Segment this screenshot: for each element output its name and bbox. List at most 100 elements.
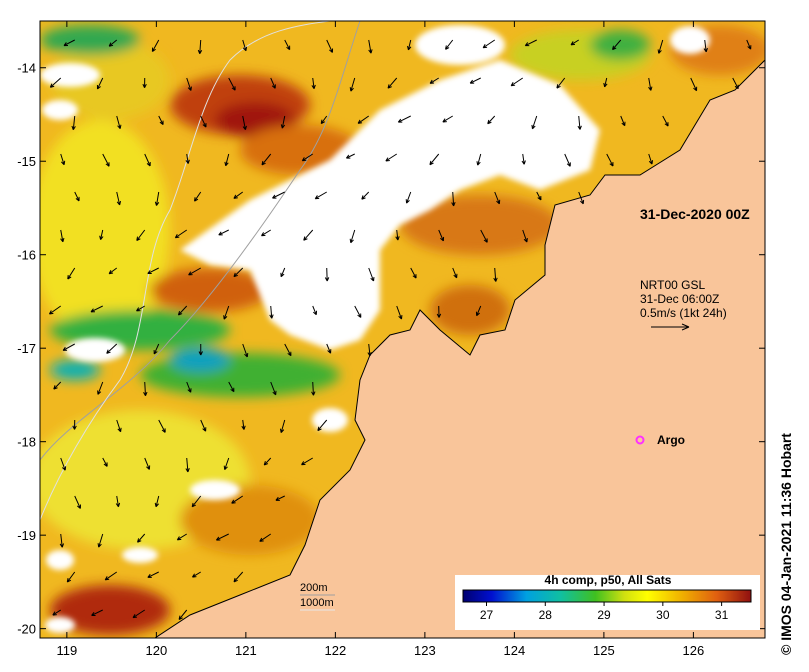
- current-arrow: [74, 495, 81, 509]
- current-arrow: [746, 39, 752, 50]
- current-arrow: [62, 343, 75, 351]
- current-arrow: [531, 115, 538, 130]
- current-arrow: [270, 77, 276, 89]
- current-title: NRT00 GSL: [640, 278, 705, 292]
- current-arrow: [349, 77, 356, 92]
- current-arrow: [311, 77, 316, 90]
- current-arrow: [397, 115, 411, 123]
- current-arrow: [303, 229, 314, 241]
- land-mass: [154, 21, 765, 638]
- current-arrow: [71, 115, 76, 131]
- current-scale: 0.5m/s (1kt 24h): [640, 306, 727, 320]
- current-arrow: [620, 115, 626, 127]
- current-arrow: [231, 495, 244, 504]
- current-arrow: [115, 495, 121, 508]
- current-arrow: [233, 571, 244, 583]
- current-arrow: [137, 533, 146, 543]
- current-arrow: [436, 305, 442, 318]
- current-arrow: [368, 39, 373, 54]
- current-arrow: [59, 533, 65, 548]
- current-arrow: [233, 267, 244, 278]
- current-arrow: [603, 77, 608, 88]
- colorbar: [462, 589, 752, 603]
- current-arrow: [280, 115, 286, 129]
- current-arrow: [487, 115, 496, 125]
- current-arrow: [407, 39, 412, 51]
- current-arrow: [132, 609, 146, 619]
- colorbar-tick-label: 29: [597, 608, 611, 622]
- current-arrow: [144, 457, 151, 470]
- current-arrow: [154, 191, 160, 206]
- current-arrow: [494, 191, 501, 205]
- argo-label: Argo: [657, 433, 685, 447]
- current-arrow: [242, 39, 248, 52]
- current-arrow: [361, 191, 370, 200]
- lon-tick-label: 120: [146, 643, 168, 658]
- current-arrow: [570, 39, 580, 46]
- current-arrow: [147, 571, 159, 578]
- current-arrow: [116, 115, 122, 130]
- current-arrow: [524, 39, 537, 47]
- current-arrow: [445, 39, 454, 50]
- current-arrow: [108, 267, 118, 275]
- contour-200m-line: [40, 21, 361, 461]
- lon-tick-label: 124: [504, 643, 526, 658]
- current-arrow: [469, 77, 481, 84]
- credit-label: © IMOS 04-Jan-2021 11:36 Hobart: [778, 433, 794, 655]
- current-arrow: [104, 571, 118, 581]
- current-vectors: [48, 39, 752, 620]
- current-arrow: [99, 229, 104, 240]
- current-arrow: [662, 115, 669, 127]
- current-arrow: [263, 457, 272, 466]
- current-arrow: [690, 77, 698, 92]
- current-arrow: [67, 267, 76, 280]
- lat-tick-label: -14: [17, 61, 36, 76]
- current-arrow: [480, 229, 488, 243]
- colorbar-tick-label: 28: [539, 608, 553, 622]
- current-arrow: [279, 419, 286, 433]
- current-arrow: [185, 457, 190, 473]
- current-arrow: [228, 381, 235, 393]
- lon-tick-label: 122: [325, 643, 347, 658]
- lat-tick-label: -19: [17, 528, 36, 543]
- current-arrow: [143, 381, 148, 396]
- current-arrow: [136, 305, 145, 312]
- current-arrow: [241, 419, 246, 430]
- lon-tick-label: 121: [235, 643, 257, 658]
- latitude-axis: -14 -15 -16 -17 -18 -19 -20: [17, 61, 765, 637]
- current-arrow: [116, 191, 122, 206]
- current-arrow: [493, 267, 498, 282]
- current-arrow: [174, 229, 188, 239]
- current-arrow: [53, 381, 62, 390]
- current-arrow: [314, 191, 327, 200]
- argo-float-marker: [635, 435, 645, 445]
- current-arrow: [648, 77, 653, 91]
- current-arrow: [198, 343, 203, 356]
- current-arrow: [63, 39, 75, 47]
- current-arrow: [405, 191, 412, 204]
- current-arrow: [261, 229, 271, 237]
- current-arrow: [192, 571, 201, 578]
- current-arrow: [312, 305, 318, 316]
- current-arrow: [48, 305, 62, 315]
- current-arrow: [106, 343, 118, 354]
- current-arrow: [186, 77, 192, 91]
- current-arrow: [158, 115, 164, 126]
- current-arrow: [142, 77, 147, 88]
- map-frame: [39, 20, 766, 639]
- current-arrow: [269, 305, 274, 319]
- current-arrow: [74, 191, 80, 202]
- current-arrow: [326, 343, 332, 354]
- current-arrow: [301, 457, 313, 466]
- cloud-mask: [40, 25, 710, 633]
- contour-1000m-line: [40, 21, 331, 521]
- current-arrow: [345, 153, 355, 159]
- current-arrow: [72, 419, 77, 430]
- current-arrow: [197, 39, 203, 55]
- current-arrow: [223, 457, 230, 470]
- current-arrow: [703, 39, 708, 53]
- colorbar-title: 4h comp, p50, All Sats: [545, 573, 672, 587]
- current-arrow: [144, 153, 151, 167]
- current-arrow: [357, 115, 370, 124]
